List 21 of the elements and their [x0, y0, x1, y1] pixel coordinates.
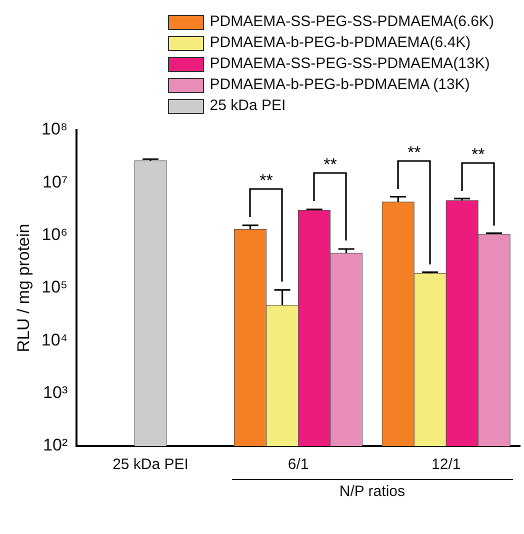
legend-label: PDMAEMA-SS-PEG-SS-PDMAEMA(13K): [210, 55, 490, 72]
y-tick-label: 10⁸: [42, 120, 68, 139]
legend-label: PDMAEMA-b-PEG-b-PDMAEMA(6.4K): [210, 34, 471, 51]
annotation: **: [471, 144, 485, 165]
y-tick-label: 10⁵: [42, 278, 68, 297]
annotation: **: [260, 171, 273, 192]
legend-label: 25 kDa PEI: [210, 97, 286, 114]
legend-label: PDMAEMA-SS-PEG-SS-PDMAEMA(6.6K): [210, 13, 494, 30]
y-tick-label: 10³: [43, 383, 68, 402]
annotation: **: [407, 142, 421, 163]
y-tick-label: 10⁶: [42, 225, 68, 244]
y-tick-label: 10⁷: [42, 172, 68, 192]
y-tick-label: 10²: [43, 436, 68, 455]
legend-label: PDMAEMA-b-PEG-b-PDMAEMA (13K): [210, 76, 470, 93]
x-axis-title: N/P ratios: [339, 483, 405, 500]
x-tick-label: 12/1: [432, 456, 461, 474]
y-tick-label: 10⁴: [41, 330, 68, 350]
x-tick-label: 6/1: [288, 456, 309, 474]
y-axis-title: RLU / mg protein: [14, 224, 33, 352]
x-tick-label: 25 kDa PEI: [112, 456, 188, 474]
annotation: **: [324, 155, 337, 176]
